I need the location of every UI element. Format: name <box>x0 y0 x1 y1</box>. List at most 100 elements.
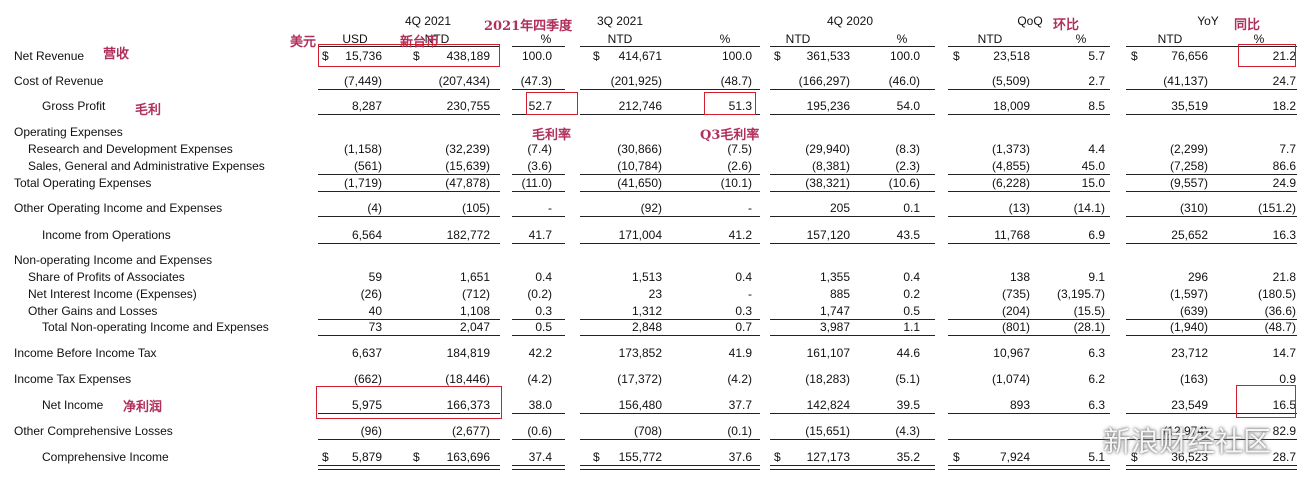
table-cell: (0.6) <box>527 424 552 438</box>
row-rule <box>318 216 500 217</box>
row-rule <box>1126 335 1297 336</box>
row-rule <box>703 216 760 217</box>
table-cell: 157,120 <box>806 228 850 242</box>
table-cell: 0.2 <box>903 287 920 301</box>
table-cell: 2,848 <box>631 320 662 334</box>
row-rule <box>1126 439 1297 440</box>
table-cell: 8,287 <box>351 99 382 113</box>
row-rule <box>580 319 755 320</box>
row-label: Cost of Revenue <box>14 74 104 88</box>
table-cell: 40 <box>368 304 382 318</box>
table-cell: 37.6 <box>728 450 752 464</box>
row-rule <box>770 114 935 115</box>
row-rule <box>1060 216 1110 217</box>
table-cell: 6.3 <box>1088 346 1105 360</box>
row-label: Total Non-operating Income and Expenses <box>42 320 269 334</box>
table-cell: (180.5) <box>1257 287 1296 301</box>
annotation-ntd: 新台币 <box>400 35 440 50</box>
table-cell: 100.0 <box>889 49 920 63</box>
table-cell: (4.2) <box>727 372 752 386</box>
table-cell: 86.6 <box>1272 159 1296 173</box>
table-cell: (4) <box>367 201 382 215</box>
table-cell: - <box>748 287 752 301</box>
table-cell: 205 <box>829 201 850 215</box>
row-label: Other Comprehensive Losses <box>14 424 173 438</box>
row-rule <box>885 174 935 175</box>
column-unit-header: NTD <box>1157 32 1183 46</box>
table-cell: (14.1) <box>1073 201 1105 215</box>
table-cell: 41.7 <box>528 228 552 242</box>
table-cell: 1,747 <box>819 304 850 318</box>
row-rule <box>885 413 935 414</box>
row-rule <box>885 319 935 320</box>
table-cell: 37.4 <box>528 450 552 464</box>
table-cell: 23,549 <box>1171 398 1208 412</box>
row-rule <box>1060 439 1110 440</box>
row-label: Share of Profits of Associates <box>28 270 185 284</box>
row-rule <box>1126 191 1297 192</box>
header-rule <box>1126 46 1297 47</box>
row-rule <box>1240 439 1297 440</box>
table-cell: 155,772 <box>618 450 662 464</box>
row-rule <box>1060 243 1110 244</box>
total-double-rule <box>1240 465 1297 470</box>
table-cell: 73 <box>368 320 382 334</box>
column-unit-header: NTD <box>424 32 450 46</box>
column-unit-header: NTD <box>607 32 633 46</box>
highlight-q3-margin-box <box>704 92 756 115</box>
column-unit-header: NTD <box>785 32 811 46</box>
table-cell: 41.9 <box>728 346 752 360</box>
row-rule <box>770 319 935 320</box>
row-rule <box>512 191 565 192</box>
column-group-header: 3Q 2021 <box>596 14 644 28</box>
row-label: Income from Operations <box>42 228 171 242</box>
table-cell: 0.9 <box>1279 372 1296 386</box>
table-cell: 21.8 <box>1272 270 1296 284</box>
row-rule <box>318 413 500 414</box>
annotation-gross-margin: 毛利率 <box>532 128 572 143</box>
table-cell: 45.0 <box>1081 159 1105 173</box>
dollar-sign: $ <box>953 49 960 63</box>
table-cell: 0.7 <box>735 320 752 334</box>
table-cell: (662) <box>353 372 382 386</box>
table-cell: 54.0 <box>896 99 920 113</box>
row-rule <box>512 319 565 320</box>
table-cell: 0.4 <box>903 270 920 284</box>
row-rule <box>1126 319 1297 320</box>
row-rule <box>512 174 565 175</box>
dollar-sign: $ <box>322 450 329 464</box>
table-cell: (48.7) <box>720 74 752 88</box>
table-cell: (735) <box>1001 287 1030 301</box>
row-rule <box>948 114 1110 115</box>
row-rule <box>318 89 500 90</box>
annotation-revenue: 营收 <box>103 47 130 62</box>
table-cell: (708) <box>633 424 662 438</box>
table-cell: 1.1 <box>903 320 920 334</box>
row-label: Income Tax Expenses <box>14 372 132 386</box>
table-cell: 885 <box>829 287 850 301</box>
row-rule <box>948 89 1110 90</box>
row-rule <box>318 114 500 115</box>
table-cell: 361,533 <box>806 49 850 63</box>
table-cell: (310) <box>1179 201 1208 215</box>
row-rule <box>318 319 500 320</box>
table-cell: (29,940) <box>805 142 850 156</box>
table-cell: (10.1) <box>720 176 752 190</box>
table-cell: 44.6 <box>896 346 920 360</box>
total-double-rule <box>885 465 935 470</box>
row-rule <box>1240 89 1297 90</box>
row-rule <box>1060 174 1110 175</box>
row-rule <box>318 174 500 175</box>
row-label: Net Interest Income (Expenses) <box>28 287 197 301</box>
dollar-sign: $ <box>593 450 600 464</box>
table-cell: 24.9 <box>1272 176 1296 190</box>
row-rule <box>703 243 760 244</box>
annotation-net-income: 净利润 <box>123 400 163 415</box>
table-cell: 893 <box>1009 398 1030 412</box>
row-rule <box>770 191 935 192</box>
table-cell: 9.1 <box>1088 270 1105 284</box>
table-cell: (6,228) <box>991 176 1030 190</box>
dollar-sign: $ <box>774 49 781 63</box>
row-rule <box>580 413 755 414</box>
dollar-sign: $ <box>413 49 420 63</box>
